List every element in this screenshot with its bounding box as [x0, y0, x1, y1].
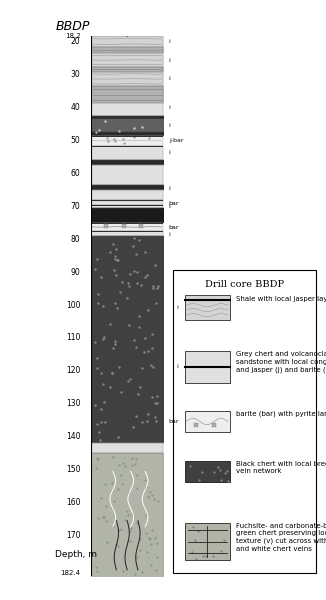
Bar [185, 523, 230, 560]
Text: i: i [169, 76, 170, 80]
Text: 18.2: 18.2 [65, 33, 81, 39]
Bar [185, 295, 230, 320]
Bar [185, 410, 230, 433]
Text: barite (bar) with pyrite laminates: barite (bar) with pyrite laminates [235, 410, 326, 417]
Text: 60: 60 [71, 169, 81, 178]
Text: Black chert with local breccia and
vein network: Black chert with local breccia and vein … [235, 461, 326, 474]
Bar [185, 461, 230, 482]
Text: Fuchsite- and carbonate-bearing
green chert preserving local spinifex
texture (v: Fuchsite- and carbonate-bearing green ch… [235, 523, 326, 552]
Text: 110: 110 [66, 334, 81, 343]
Text: i: i [169, 123, 170, 128]
Text: 140: 140 [66, 432, 81, 441]
Text: i: i [177, 364, 179, 370]
Text: i: i [177, 305, 179, 310]
Text: 130: 130 [66, 399, 81, 408]
Text: 182.4: 182.4 [61, 570, 81, 576]
Text: i: i [169, 105, 170, 110]
Text: 80: 80 [71, 235, 81, 244]
Text: i: i [169, 58, 170, 62]
Text: 40: 40 [71, 103, 81, 112]
Text: j-bar: j-bar [169, 138, 183, 143]
Text: bar: bar [168, 419, 179, 424]
Text: i: i [169, 232, 170, 237]
Text: i: i [169, 186, 170, 191]
Text: 150: 150 [66, 465, 81, 474]
Text: BBDP: BBDP [55, 20, 90, 32]
Text: 50: 50 [71, 136, 81, 145]
Text: 120: 120 [66, 366, 81, 375]
Text: Grey chert and volcanoclastic
sandstone with local conglomerate
and jasper (j) a: Grey chert and volcanoclastic sandstone … [235, 352, 326, 373]
Text: 170: 170 [66, 531, 81, 540]
Text: Shale with local jasper layer (j): Shale with local jasper layer (j) [235, 295, 326, 302]
Text: 70: 70 [71, 202, 81, 211]
FancyBboxPatch shape [172, 270, 317, 573]
Text: 30: 30 [71, 70, 81, 79]
Text: Depth, m: Depth, m [55, 550, 97, 559]
Text: 160: 160 [66, 498, 81, 507]
Text: bar: bar [169, 225, 179, 230]
Text: bar: bar [169, 200, 179, 206]
Text: 100: 100 [66, 301, 81, 310]
Text: i: i [169, 149, 170, 155]
Text: 90: 90 [71, 268, 81, 277]
Text: i: i [169, 204, 170, 209]
Bar [185, 352, 230, 383]
Text: Drill core BBDP: Drill core BBDP [205, 280, 284, 289]
Text: 20: 20 [71, 37, 81, 46]
Text: i: i [169, 40, 170, 44]
